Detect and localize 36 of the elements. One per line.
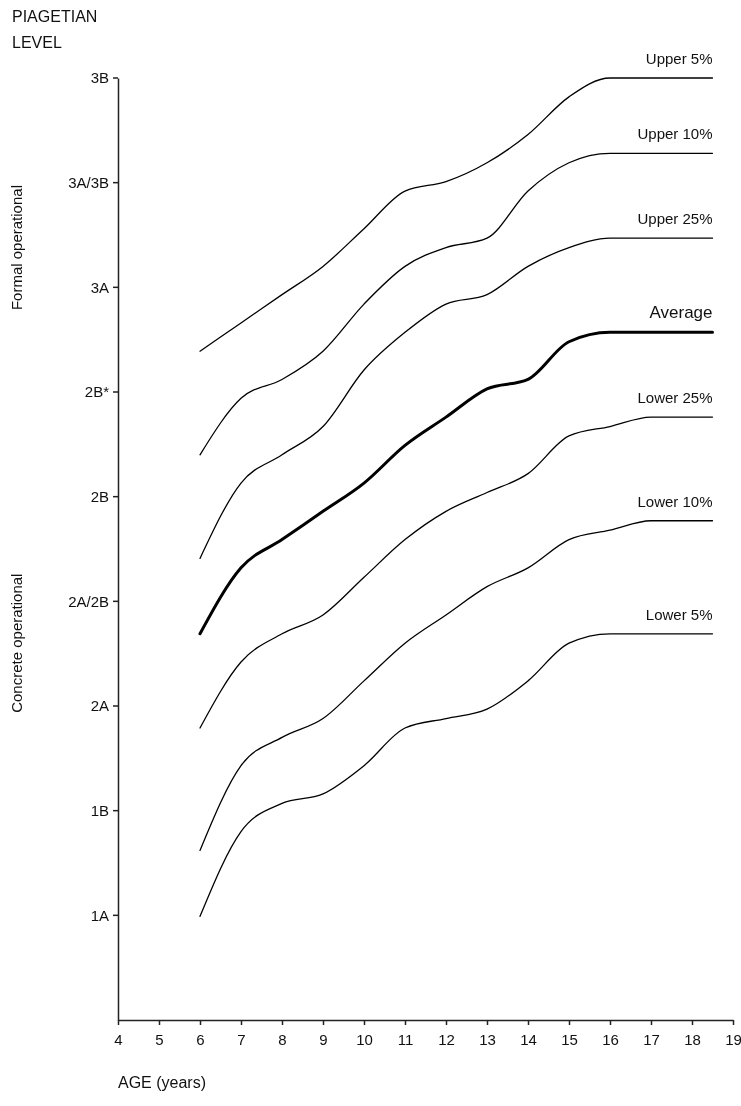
x-tick-label: 11: [397, 1030, 414, 1048]
x-tick-label: 17: [643, 1030, 660, 1048]
text: 2A: [90, 697, 109, 715]
y-axis-title: PIAGETIAN LEVEL: [12, 8, 98, 51]
series-label: Lower 5%: [645, 605, 713, 623]
x-tick-label: 6: [196, 1030, 205, 1048]
x-tick-label: 14: [520, 1030, 537, 1048]
x-tick-label: 13: [479, 1030, 496, 1048]
text: 1A: [90, 906, 109, 924]
series-label: Lower 10%: [637, 492, 713, 510]
text: 3B: [90, 69, 109, 87]
text: Formal operational: [8, 185, 25, 311]
x-axis-title: AGE (years): [118, 1074, 207, 1091]
x-tick-label: 5: [155, 1030, 164, 1048]
x-tick-label: 4: [114, 1030, 123, 1048]
x-tick-label: 15: [561, 1030, 578, 1048]
x-tick-label: 7: [237, 1030, 246, 1048]
x-tick-label: 12: [438, 1030, 455, 1048]
x-tick-label: 19: [725, 1030, 741, 1048]
x-tick-label: 18: [684, 1030, 701, 1048]
x-tick-label: 9: [319, 1030, 328, 1048]
series-label: Lower 25%: [637, 389, 713, 407]
x-tick-label: 8: [278, 1030, 287, 1048]
text: 2B: [90, 487, 109, 505]
text: Concrete operational: [8, 573, 25, 713]
text: 3A/3B: [68, 173, 109, 191]
text: 1B: [90, 801, 109, 819]
text: 2A/2B: [68, 592, 109, 610]
series-label: Average: [649, 303, 713, 323]
text: 2B*: [84, 383, 110, 401]
text: 3A: [90, 278, 109, 296]
x-tick-label: 16: [602, 1030, 619, 1048]
series-label: Upper 10%: [637, 125, 713, 143]
x-tick-label: 10: [356, 1030, 373, 1048]
series-label: Upper 5%: [645, 50, 713, 67]
series-label: Upper 25%: [637, 210, 713, 228]
